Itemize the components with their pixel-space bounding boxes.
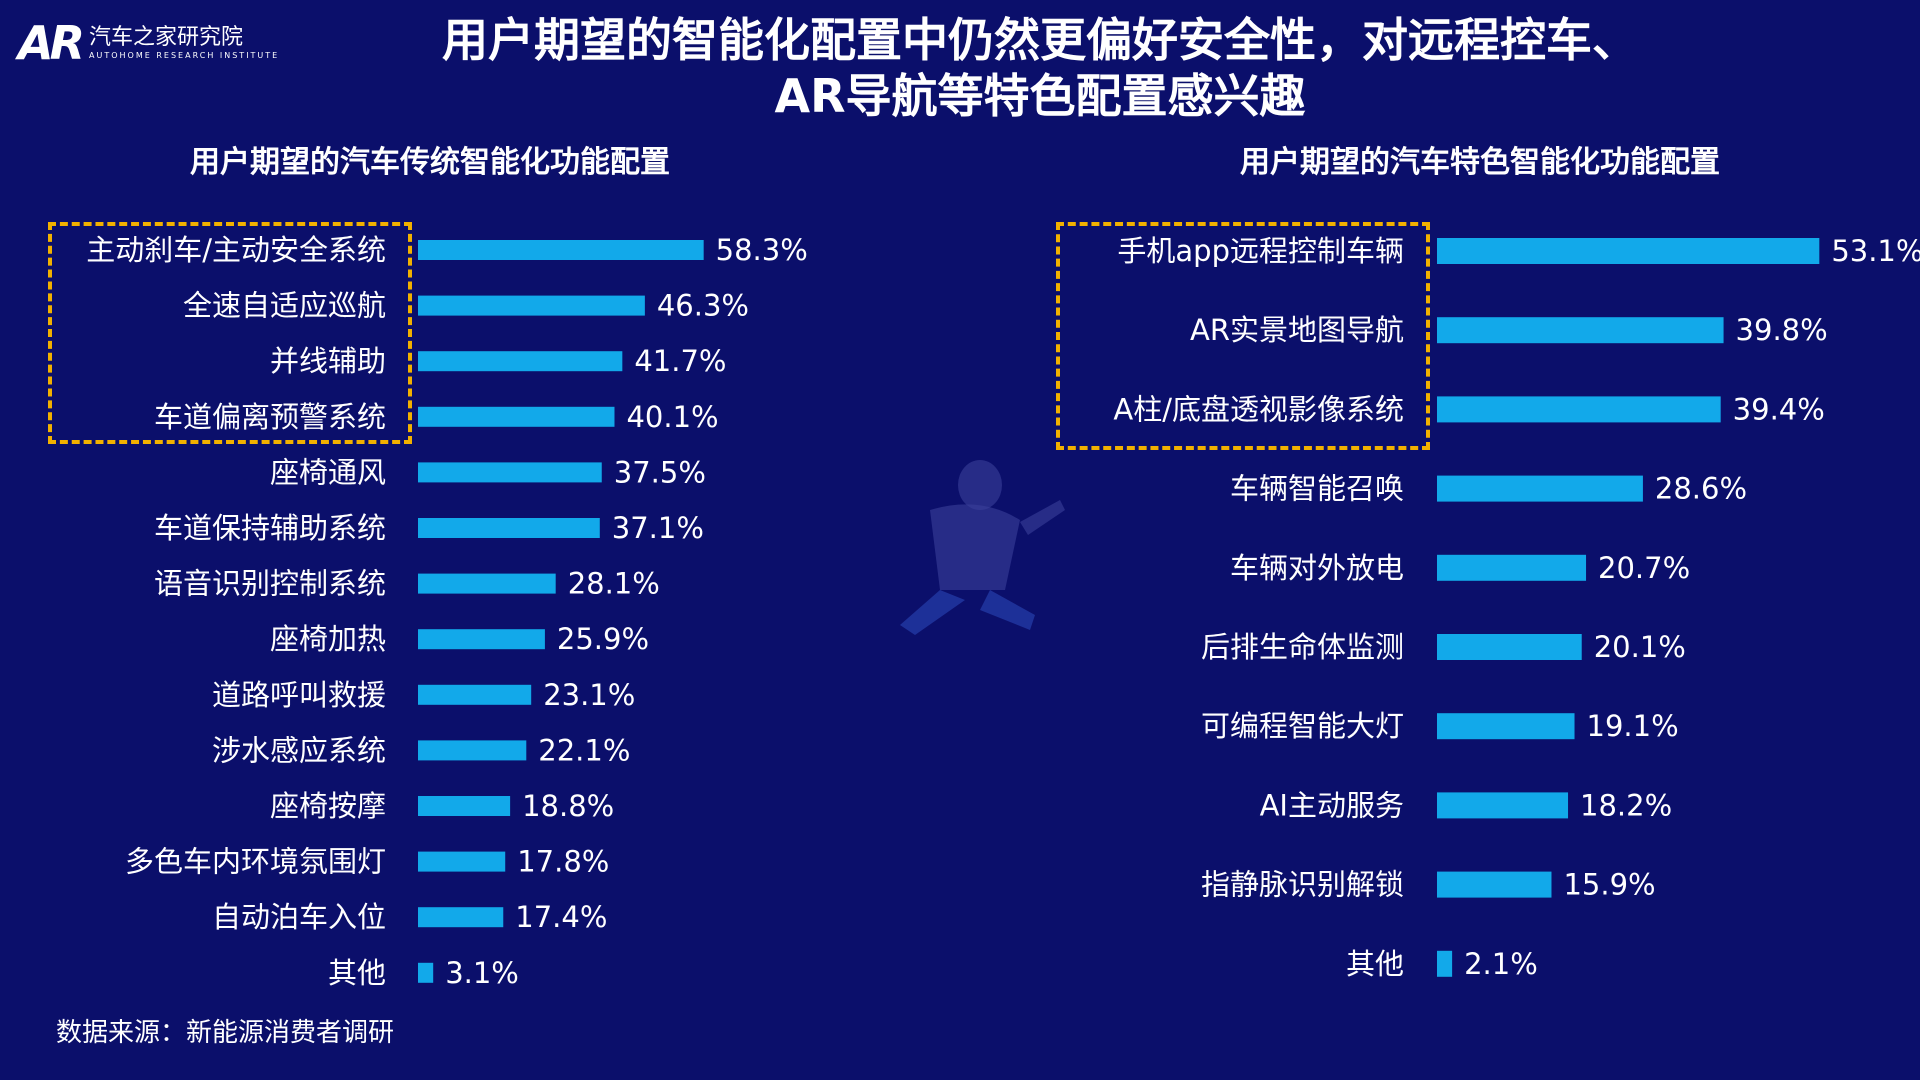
left-category-label: 其他 <box>328 956 386 990</box>
left-bar <box>418 518 600 538</box>
right-category-label: A柱/底盘透视影像系统 <box>1113 392 1404 426</box>
right-value-label: 39.8% <box>1736 313 1828 347</box>
left-bar <box>418 851 506 872</box>
left-category-label: 全速自适应巡航 <box>183 289 386 323</box>
left-bar <box>418 962 434 983</box>
page-title-line1: 用户期望的智能化配置中仍然更偏好安全性，对远程控车、 <box>442 13 1638 67</box>
left-category-label: 车道偏离预警系统 <box>154 400 386 434</box>
right-value-label: 20.1% <box>1594 630 1686 664</box>
left-value-label: 28.1% <box>568 567 660 601</box>
left-value-label: 17.8% <box>517 845 609 879</box>
left-bar <box>418 740 527 761</box>
right-category-label: 车辆对外放电 <box>1230 551 1404 585</box>
left-category-label: 自动泊车入位 <box>212 900 386 934</box>
right-value-label: 53.1% <box>1831 234 1920 268</box>
left-bar <box>418 462 602 483</box>
right-category-label: 后排生命体监测 <box>1201 630 1404 664</box>
right-bar <box>1437 871 1552 898</box>
right-bar <box>1437 317 1724 344</box>
right-category-label: 车辆智能召唤 <box>1230 472 1404 506</box>
left-value-label: 58.3% <box>716 233 808 267</box>
left-value-label: 22.1% <box>538 733 630 767</box>
logo: AR 汽车之家研究院 AUTOHOME RESEARCH INSTITUTE <box>18 20 279 66</box>
right-value-label: 20.7% <box>1598 551 1690 585</box>
left-value-label: 17.4% <box>515 900 607 934</box>
left-bar <box>418 907 504 928</box>
left-chart-title: 用户期望的汽车传统智能化功能配置 <box>190 145 670 180</box>
left-bar <box>418 295 645 316</box>
right-category-label: 可编程智能大灯 <box>1201 709 1404 743</box>
right-value-label: 18.2% <box>1580 788 1672 822</box>
logo-cn: 汽车之家研究院 <box>89 25 244 50</box>
left-bar <box>418 629 545 650</box>
right-highlight-box <box>1056 222 1430 450</box>
left-value-label: 40.1% <box>626 400 718 434</box>
right-value-label: 19.1% <box>1587 709 1679 743</box>
right-value-label: 2.1% <box>1464 947 1538 981</box>
page-title-line2: AR导航等特色配置感兴趣 <box>774 69 1306 123</box>
right-value-label: 15.9% <box>1563 868 1655 902</box>
left-category-label: 涉水感应系统 <box>212 733 386 767</box>
left-category-label: 主动刹车/主动安全系统 <box>86 233 386 267</box>
left-value-label: 25.9% <box>557 622 649 656</box>
left-bar <box>418 573 556 594</box>
right-value-label: 39.4% <box>1733 392 1825 426</box>
right-bar <box>1437 396 1721 423</box>
left-category-label: 座椅通风 <box>270 455 386 489</box>
left-value-label: 37.5% <box>614 455 706 489</box>
right-category-label: 其他 <box>1346 947 1404 981</box>
left-value-label: 37.1% <box>612 511 704 545</box>
left-category-label: 座椅加热 <box>270 622 386 656</box>
left-bar <box>418 406 615 427</box>
left-highlight-box <box>48 222 412 444</box>
left-category-label: 车道保持辅助系统 <box>154 511 386 545</box>
left-category-label: 语音识别控制系统 <box>154 567 386 601</box>
right-bar <box>1437 950 1453 977</box>
left-bar <box>418 351 623 372</box>
left-bar <box>418 684 532 705</box>
logo-text: 汽车之家研究院 AUTOHOME RESEARCH INSTITUTE <box>89 25 279 61</box>
right-bar <box>1437 475 1643 502</box>
left-value-label: 3.1% <box>445 956 519 990</box>
right-bar <box>1437 238 1820 264</box>
left-category-label: 道路呼叫救援 <box>212 678 386 712</box>
left-category-label: 多色车内环境氛围灯 <box>125 845 386 879</box>
right-bar <box>1437 554 1587 581</box>
right-bar <box>1437 713 1575 740</box>
right-category-label: AI主动服务 <box>1260 788 1404 822</box>
left-value-label: 18.8% <box>522 789 614 823</box>
right-value-label: 28.6% <box>1655 472 1747 506</box>
right-category-label: AR实景地图导航 <box>1190 313 1404 347</box>
logo-en: AUTOHOME RESEARCH INSTITUTE <box>89 51 280 60</box>
right-category-label: 指静脉识别解锁 <box>1201 868 1404 902</box>
page-title: 用户期望的智能化配置中仍然更偏好安全性，对远程控车、 AR导航等特色配置感兴趣 <box>290 12 1790 124</box>
left-bar <box>418 796 511 816</box>
right-bar <box>1437 792 1569 819</box>
right-bar <box>1437 634 1582 660</box>
left-category-label: 座椅按摩 <box>270 789 386 823</box>
runner-illustration <box>900 460 1065 635</box>
right-chart-title: 用户期望的汽车特色智能化功能配置 <box>1240 145 1720 180</box>
left-category-label: 并线辅助 <box>270 344 386 378</box>
left-value-label: 41.7% <box>634 344 726 378</box>
data-source: 数据来源：新能源消费者调研 <box>56 1018 395 1048</box>
left-bar <box>418 240 704 260</box>
left-value-label: 23.1% <box>543 678 635 712</box>
logo-mark: AR <box>18 16 85 70</box>
left-value-label: 46.3% <box>657 289 749 323</box>
right-category-label: 手机app远程控制车辆 <box>1117 234 1404 268</box>
